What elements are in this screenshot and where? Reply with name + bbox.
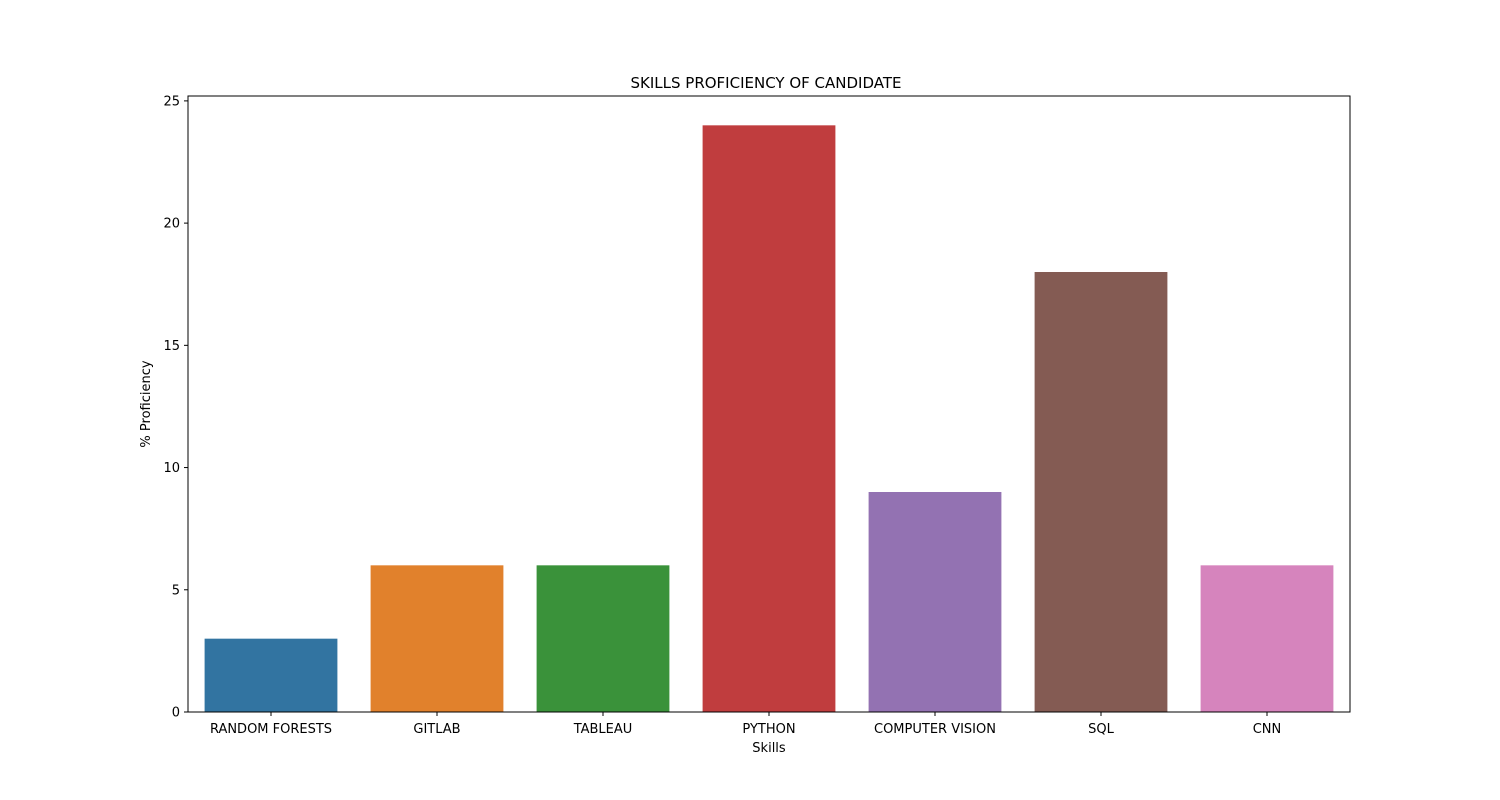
plot-frame bbox=[187, 95, 1351, 713]
y-tick-label: 20 bbox=[163, 217, 180, 232]
bar-tableau bbox=[536, 565, 670, 712]
bar-python bbox=[702, 125, 836, 712]
y-axis-label: % Proficiency bbox=[139, 360, 154, 447]
x-tick-label: RANDOM FORESTS bbox=[210, 722, 332, 737]
bar-sql bbox=[1034, 272, 1168, 712]
bars-group bbox=[204, 125, 1334, 712]
x-tick-label: CNN bbox=[1253, 722, 1282, 737]
x-axis-ticks: RANDOM FORESTS GITLAB TABLEAU PYTHON COMPUTE… bbox=[210, 712, 1281, 737]
y-tick-label: 0 bbox=[172, 706, 180, 721]
x-tick-label: COMPUTER VISION bbox=[874, 722, 996, 737]
y-tick-label: 25 bbox=[163, 94, 180, 109]
y-axis-ticks: 0 5 10 15 20 25 bbox=[163, 94, 188, 721]
x-axis-label: Skills bbox=[752, 741, 786, 756]
x-tick-label: SQL bbox=[1088, 722, 1114, 737]
x-tick-label: PYTHON bbox=[742, 722, 795, 737]
bar-cnn bbox=[1200, 565, 1334, 712]
bar-computer-vision bbox=[868, 492, 1002, 712]
chart-title: SKILLS PROFICIENCY OF CANDIDATE bbox=[630, 74, 901, 92]
x-tick-label: TABLEAU bbox=[573, 722, 633, 737]
x-tick-label: GITLAB bbox=[413, 722, 460, 737]
y-tick-label: 15 bbox=[163, 339, 180, 354]
bar-random-forests bbox=[204, 638, 338, 712]
y-tick-label: 5 bbox=[172, 583, 180, 598]
y-tick-label: 10 bbox=[163, 461, 180, 476]
bar-gitlab bbox=[370, 565, 504, 712]
